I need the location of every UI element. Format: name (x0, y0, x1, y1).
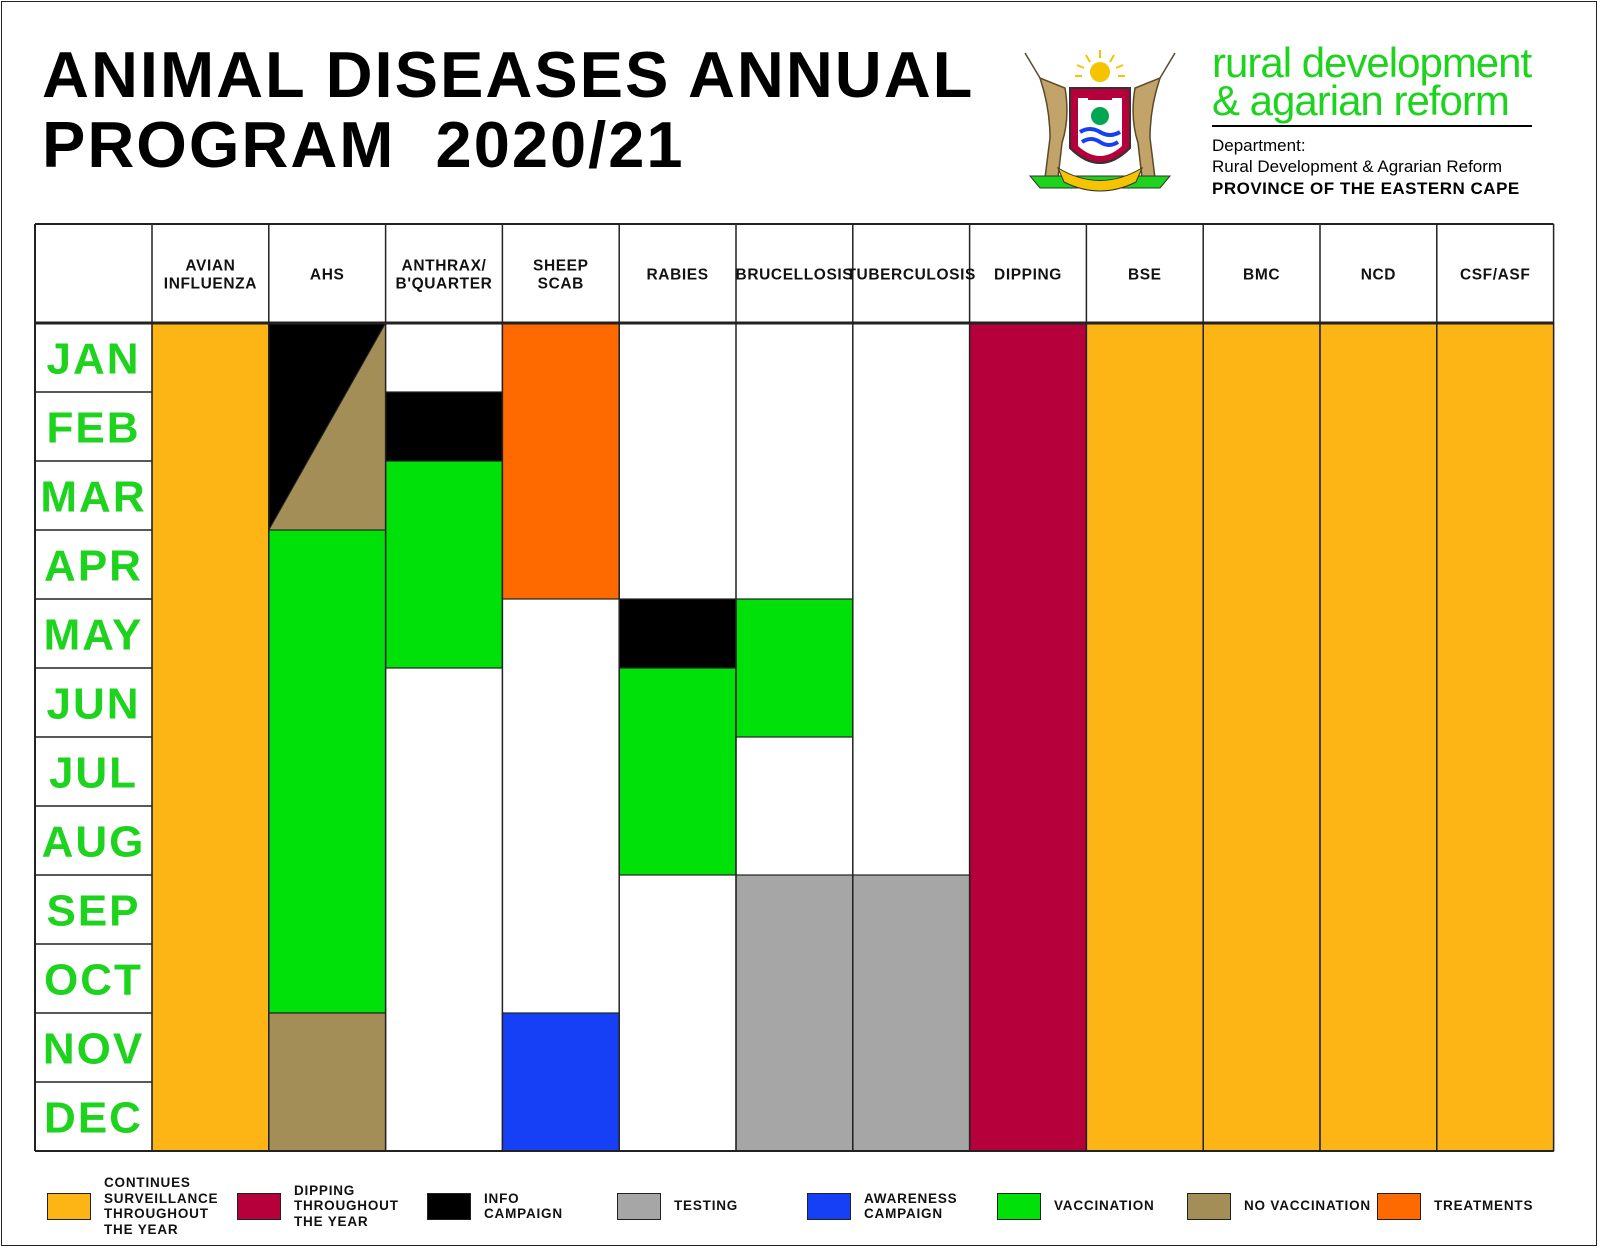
month-label: FEB (47, 404, 141, 453)
month-label: APR (44, 542, 143, 591)
schedule-block-surveillance (1319, 322, 1438, 1152)
crest-base (1028, 166, 1172, 192)
column-header-label: BRUCELLOSIS (736, 267, 854, 284)
month-label: MAY (44, 611, 144, 660)
schedule-block-vaccination (618, 667, 737, 876)
column-header-label: SHEEP SCAB (533, 258, 589, 293)
schedule-block-vaccination (385, 460, 504, 669)
schedule-block-surveillance (151, 322, 270, 1152)
title-line-1: ANIMAL DISEASES ANNUAL (42, 38, 975, 111)
month-label: AUG (42, 818, 146, 867)
month-label: JUN (46, 680, 140, 729)
month-label: JUL (49, 749, 138, 798)
column-header-label: NCD (1361, 267, 1396, 284)
schedule-block-no_vaccination (268, 1012, 387, 1152)
month-label: MAR (40, 473, 146, 522)
brand-line-2: & agarian reform (1212, 77, 1510, 124)
schedule-block-treatments (501, 322, 620, 600)
schedule-block-vaccination (268, 529, 387, 1014)
schedule-block-testing (852, 874, 971, 1152)
column-header-label: DIPPING (994, 267, 1062, 284)
column-header-label: BSE (1128, 267, 1162, 284)
column-header-label: TUBERCULOSIS (846, 267, 975, 284)
schedule-block-testing (735, 874, 854, 1152)
column-header-label: RABIES (647, 267, 709, 284)
schedule-block-info_campaign (618, 598, 737, 669)
department-label: Department: (1212, 136, 1306, 155)
sun-rays (1075, 50, 1125, 82)
schedule-block-vaccination (735, 598, 854, 738)
schedule-block-surveillance (1085, 322, 1204, 1152)
page-title: ANIMAL DISEASES ANNUAL PROGRAM 2020/21 (42, 40, 974, 180)
department-name: Rural Development & Agrarian Reform (1212, 157, 1503, 176)
title-line-2: PROGRAM 2020/21 (42, 108, 685, 181)
schedule-block-surveillance (1202, 322, 1321, 1152)
schedule-block-awareness_campaign (501, 1012, 620, 1152)
schedule-block-surveillance (1436, 322, 1555, 1152)
month-label: NOV (43, 1025, 144, 1074)
month-label: OCT (44, 956, 143, 1005)
brand-divider (1212, 125, 1532, 127)
schedule-block-info_campaign (385, 391, 504, 462)
month-label: DEC (44, 1094, 143, 1143)
province-name: PROVINCE OF THE EASTERN CAPE (1212, 179, 1520, 198)
brand-line-1: rural development (1212, 39, 1532, 86)
column-header-label: BMC (1243, 267, 1280, 284)
column-header-label: AVIAN INFLUENZA (164, 258, 257, 293)
month-label: JAN (46, 335, 140, 384)
schedule-block-dipping (968, 322, 1087, 1152)
month-label: SEP (46, 887, 140, 936)
antelope-supporters (1024, 52, 1176, 179)
coat-of-arms-logo (1024, 50, 1176, 192)
crest-shield (1069, 87, 1131, 164)
column-header-label: AHS (310, 267, 345, 284)
column-header-label: CSF/ASF (1460, 267, 1531, 284)
column-header-label: ANTHRAX/B'QUARTER (396, 258, 493, 293)
